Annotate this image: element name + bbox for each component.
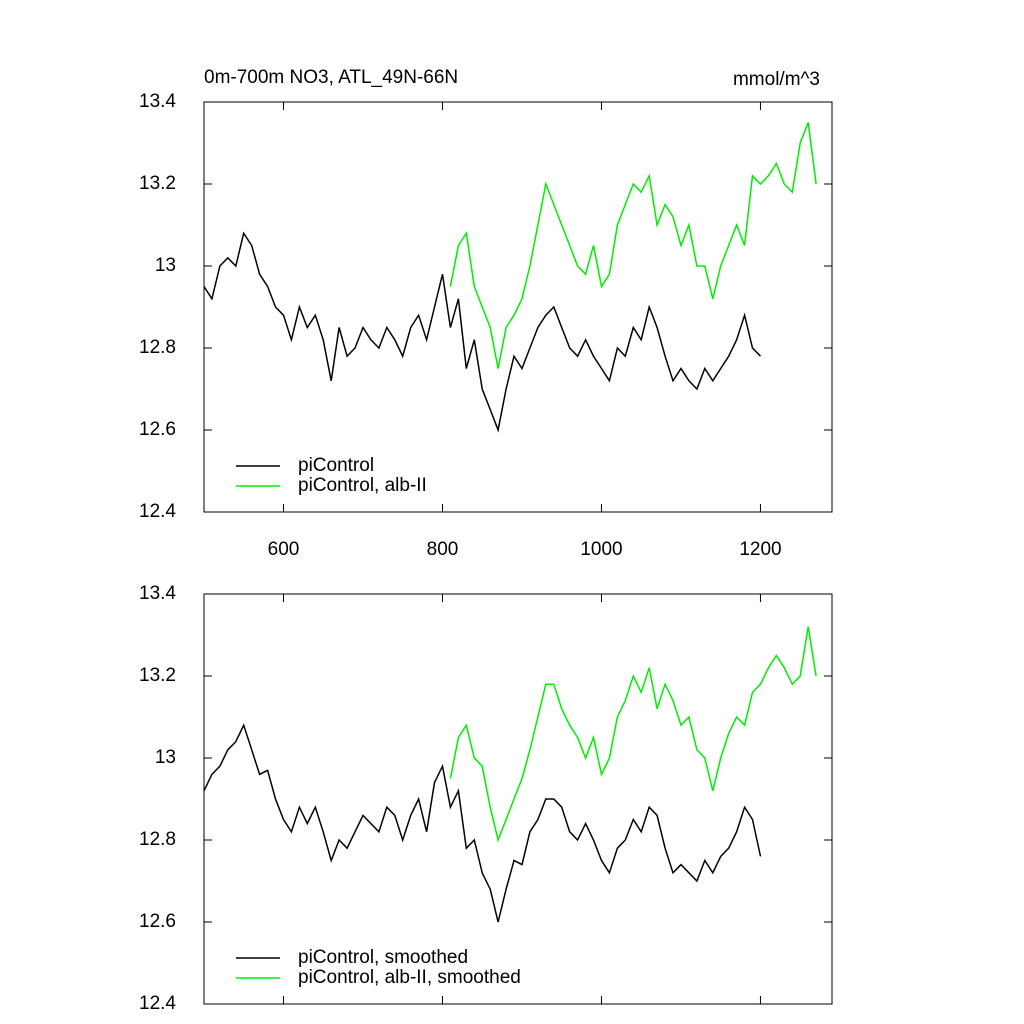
y-tick-label: 12.6 (139, 419, 176, 440)
units-label: mmol/m^3 (733, 69, 820, 90)
x-tick-label: 1200 (739, 539, 781, 560)
y-tick-label: 12.8 (139, 337, 176, 358)
x-tick-label: 800 (427, 539, 459, 560)
y-tick-label: 13.2 (139, 665, 176, 686)
y-tick-label: 12.8 (139, 829, 176, 850)
y-tick-label: 12.6 (139, 911, 176, 932)
chart-title: 0m-700m NO3, ATL_49N-66N (204, 67, 458, 88)
legend-label: piControl (298, 455, 374, 476)
y-tick-label: 13.2 (139, 173, 176, 194)
y-tick-label: 13 (155, 255, 176, 276)
legend-label: piControl, alb-II (298, 475, 427, 496)
data-line (449, 122, 817, 369)
y-tick-label: 12.4 (139, 993, 176, 1014)
data-line (203, 231, 762, 433)
y-tick-label: 13.4 (139, 583, 176, 604)
legend-label: piControl, alb-II, smoothed (298, 967, 521, 988)
x-tick-label: 600 (268, 539, 300, 560)
data-line (449, 626, 817, 843)
plot-frame (203, 101, 833, 513)
y-tick-label: 13 (155, 747, 176, 768)
y-tick-label: 13.4 (139, 91, 176, 112)
plot-frame (203, 593, 833, 1005)
data-line (203, 723, 762, 923)
legend-label: piControl, smoothed (298, 947, 468, 968)
y-tick-label: 12.4 (139, 501, 176, 522)
x-tick-label: 1000 (580, 539, 622, 560)
